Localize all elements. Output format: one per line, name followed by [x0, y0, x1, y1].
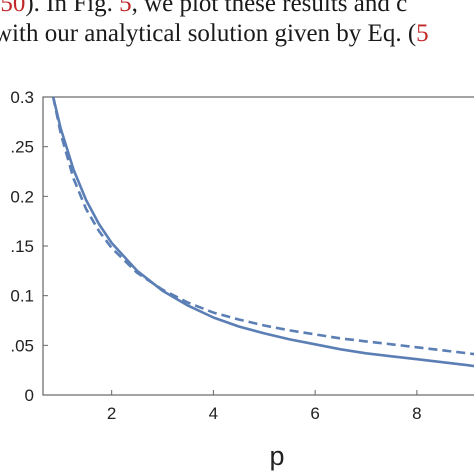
y-tick-label: .15: [10, 237, 34, 256]
y-tick-label: .25: [10, 138, 34, 157]
paper-text-segment: , we plot these results and c: [131, 0, 408, 17]
reference-link[interactable]: 5: [416, 20, 429, 47]
dashed-series-line: [51, 96, 474, 356]
paper-text-segment: ). In Fig.: [25, 0, 120, 17]
y-tick-label: 0.2: [10, 187, 34, 206]
x-tick-label: 8: [412, 404, 421, 423]
plot-series: [51, 96, 474, 368]
x-tick-label: 4: [209, 404, 218, 423]
y-tick-label: .05: [10, 336, 34, 355]
y-tick-label: 0: [25, 386, 34, 405]
reference-link[interactable]: 50: [0, 0, 26, 17]
reference-link[interactable]: 5: [119, 0, 132, 17]
solid-series-line: [51, 96, 474, 368]
y-tick-label: 0.3: [10, 88, 34, 107]
y-tick-label: 0.1: [10, 287, 34, 306]
x-axis-title: p: [269, 441, 284, 471]
axis-ticks: 2 4 6 8 0 .05 0.1 .15 0.2 .25 0.3: [10, 88, 421, 423]
paper-text-line-2: with our analytical solution given by Eq…: [0, 21, 429, 47]
plot-frame: [42, 96, 474, 396]
paper-text-line-1: (50). In Fig. 5, we plot these results a…: [0, 0, 407, 17]
x-tick-label: 6: [310, 404, 319, 423]
paper-text-segment: with our analytical solution given by Eq…: [0, 20, 417, 47]
x-tick-label: 2: [107, 404, 116, 423]
